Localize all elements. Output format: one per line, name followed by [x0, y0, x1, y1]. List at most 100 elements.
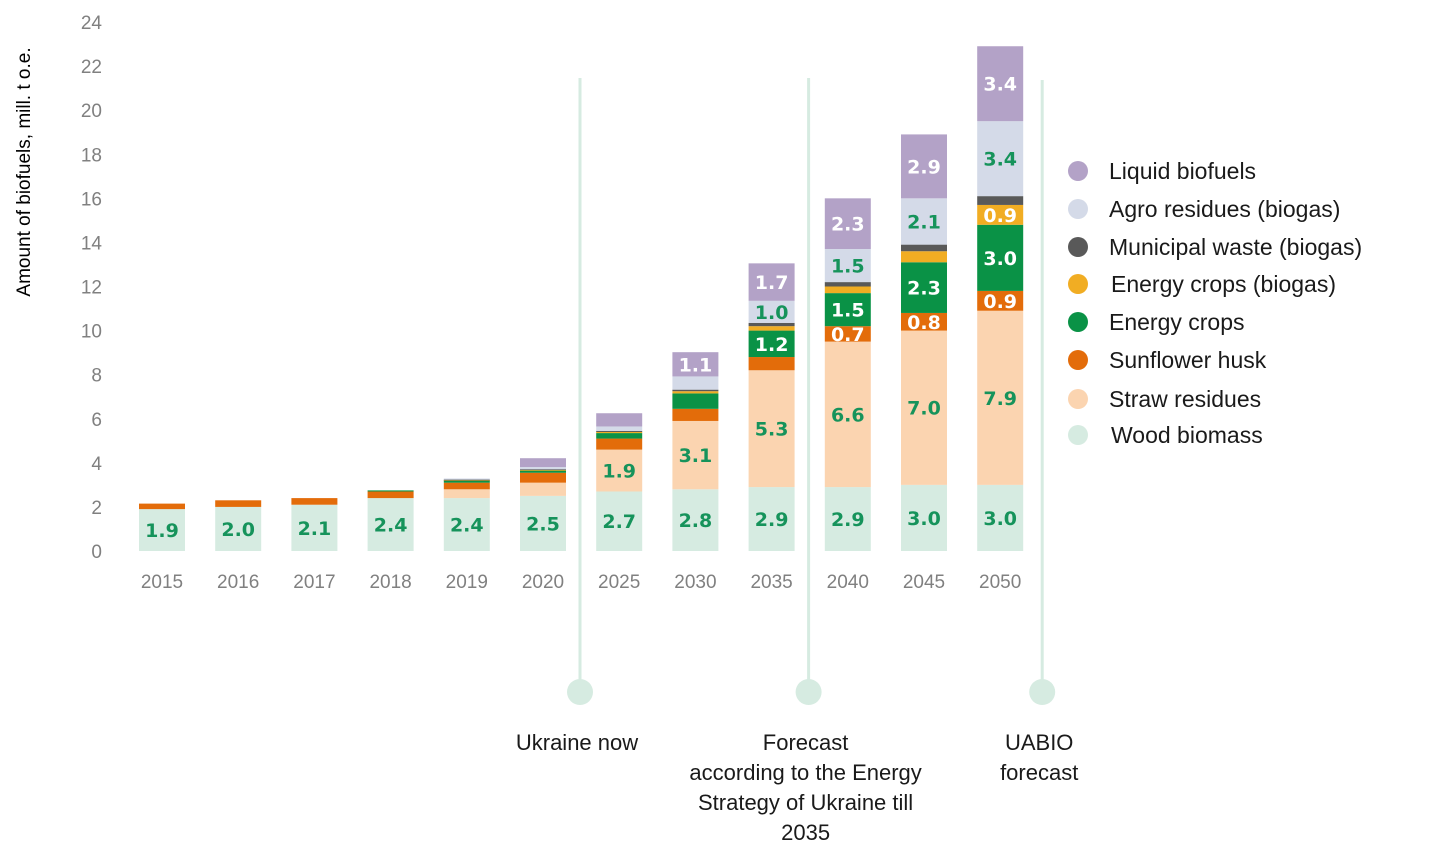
- bar-segment: [367, 490, 414, 492]
- bar-segment: [672, 393, 719, 409]
- bar-segment: [596, 433, 643, 439]
- legend-marker: [1068, 161, 1088, 181]
- bar-segment: [748, 370, 795, 488]
- bar-segment: [672, 391, 719, 394]
- bar-segment: [824, 286, 871, 294]
- bar-segment: [596, 431, 643, 434]
- bar-segment: [596, 413, 643, 427]
- x-tick-label: 2045: [903, 572, 945, 593]
- bar-segment: [901, 198, 947, 245]
- x-tick-label: 2040: [827, 572, 869, 593]
- legend-label: Straw residues: [1109, 386, 1261, 412]
- legend-label: Agro residues (biogas): [1109, 196, 1340, 222]
- bar-segment: [596, 438, 643, 450]
- bar-segment: [748, 300, 795, 323]
- annotation-marker: [1029, 679, 1056, 705]
- data-label: 2.9: [831, 509, 865, 531]
- data-label: 0.7: [831, 324, 865, 346]
- y-tick-label: 22: [81, 57, 102, 78]
- x-tick-label: 2017: [293, 572, 335, 593]
- bar-segment: [520, 467, 566, 470]
- data-label: 3.1: [679, 445, 713, 467]
- bar-segment: [901, 134, 947, 199]
- bar-segment: [215, 500, 262, 507]
- x-tick-label: 2035: [750, 572, 792, 593]
- bar-segment: [520, 469, 566, 471]
- data-label: 2.1: [907, 211, 941, 233]
- x-tick-label: 2050: [979, 572, 1021, 593]
- legend-label: Wood biomass: [1111, 422, 1263, 448]
- data-label: 3.0: [983, 248, 1017, 270]
- y-tick-label: 18: [81, 145, 102, 166]
- bar-segment: [443, 479, 490, 481]
- bar-segment: [748, 357, 795, 371]
- x-tick-label: 2016: [217, 572, 259, 593]
- legend-marker: [1068, 350, 1088, 370]
- data-label: 3.0: [907, 508, 941, 530]
- bar-segment: [520, 495, 566, 551]
- bar-segment: [977, 204, 1024, 225]
- data-label: 2.4: [450, 515, 484, 537]
- bar-segment: [215, 506, 262, 551]
- annotation-marker: [795, 679, 822, 705]
- y-axis-label-group: Amount of biofuels, mill. t o.e.: [14, 47, 35, 296]
- legend-label: Liquid biofuels: [1109, 158, 1256, 184]
- x-tick-label: 2015: [141, 572, 183, 593]
- bar-segment: [443, 480, 490, 481]
- bar-segment: [824, 198, 871, 250]
- data-label: 2.4: [374, 515, 408, 537]
- bar-segment: [824, 326, 871, 342]
- bar-segment: [443, 498, 490, 551]
- bar-segment: [520, 458, 566, 468]
- bar-segment: [443, 478, 490, 480]
- data-label: 1.7: [755, 272, 789, 294]
- bar-segment: [977, 290, 1024, 311]
- y-tick-label: 24: [81, 13, 103, 34]
- bars: 1.9 2.0 2.1 2.4 2.4 2.5 2.7 1.9 2.8 3.1 1.1 2.9 5.3 1…: [139, 46, 1024, 551]
- annotation-text: UABIO: [1005, 730, 1073, 755]
- data-label: 2.3: [907, 278, 941, 300]
- annotation-lines: [567, 78, 1056, 705]
- bar-segment: [672, 389, 719, 392]
- data-label: 7.0: [907, 398, 941, 420]
- data-label: 2.9: [755, 509, 789, 531]
- y-tick-label: 16: [81, 189, 102, 210]
- data-label: 2.3: [831, 214, 865, 236]
- data-label: 5.3: [755, 419, 789, 441]
- data-label: 3.0: [983, 508, 1017, 530]
- bar-segment: [672, 420, 719, 490]
- y-axis-label: Amount of biofuels, mill. t o.e.: [14, 47, 35, 296]
- legend-label: Municipal waste (biogas): [1109, 234, 1362, 260]
- data-label: 2.5: [526, 513, 560, 535]
- bar-segment: [672, 352, 719, 377]
- bar-segment: [824, 487, 871, 551]
- bar-segment: [520, 469, 566, 471]
- annotation-text: Ukraine now: [516, 730, 638, 755]
- bar-segment: [977, 484, 1024, 551]
- bar-segment: [748, 330, 795, 358]
- annotations: Ukraine now Forecast according to the Ener…: [516, 730, 1078, 845]
- y-tick-label: 2: [91, 498, 102, 519]
- data-label: 0.9: [983, 205, 1017, 227]
- data-label: 0.9: [983, 291, 1017, 313]
- legend-label: Energy crops (biogas): [1111, 271, 1336, 297]
- bar-segment: [672, 489, 719, 551]
- annotation-text: forecast: [1000, 760, 1078, 785]
- bar-segment: [748, 322, 795, 327]
- y-tick-label: 10: [81, 322, 102, 343]
- bar-segment: [901, 312, 947, 331]
- legend-marker: [1068, 237, 1088, 257]
- bar-segment: [748, 326, 795, 331]
- bar-segment: [443, 482, 490, 490]
- data-label: 0.8: [907, 312, 941, 334]
- y-tick-label: 0: [91, 542, 102, 563]
- x-axis-ticks: 2015 2016 2017 2018 2019 2020 2025 2030 2035 2040…: [141, 572, 1021, 593]
- bar-segment: [596, 430, 643, 432]
- bar-segment: [596, 426, 643, 431]
- bar-segment: [824, 282, 871, 287]
- bar-segment: [596, 449, 643, 492]
- annotation-text: according to the Energy: [689, 760, 921, 785]
- bar-segment: [520, 472, 566, 483]
- legend-label: Energy crops: [1109, 309, 1245, 335]
